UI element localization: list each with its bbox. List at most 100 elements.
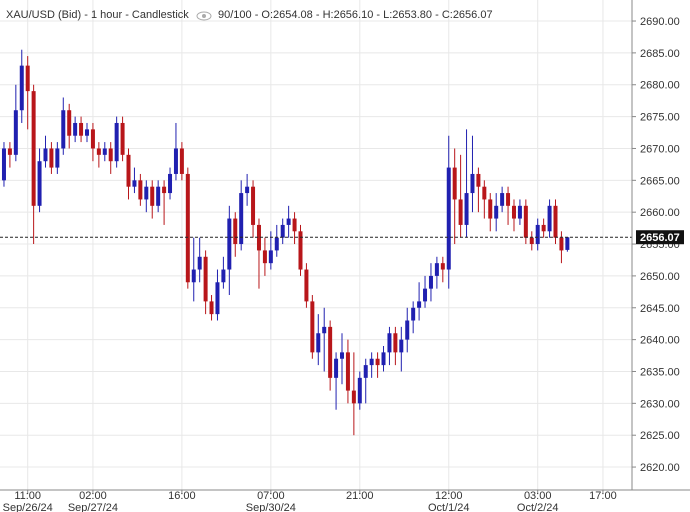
- candle-body: [417, 301, 422, 308]
- candle-body: [156, 186, 161, 206]
- candle-body: [227, 218, 232, 270]
- candle-body: [316, 333, 321, 353]
- candle-body: [120, 122, 125, 155]
- y-tick-label: 2665.00: [640, 175, 680, 187]
- candle-body: [132, 180, 137, 187]
- candle-body: [233, 218, 238, 245]
- candle-body: [203, 256, 208, 302]
- candle-body: [7, 148, 12, 155]
- candle-body: [547, 205, 552, 232]
- candle-body: [440, 263, 445, 270]
- candle-body: [67, 110, 72, 136]
- candle-body: [345, 352, 350, 391]
- candle-body: [162, 186, 167, 194]
- candle-body: [452, 167, 457, 200]
- candle-body: [262, 250, 267, 264]
- candle-body: [523, 205, 528, 238]
- candle-body: [209, 301, 214, 315]
- candle-body: [49, 148, 54, 168]
- y-tick-label: 2680.00: [640, 80, 680, 92]
- candle-body: [423, 288, 428, 302]
- candle-body: [1, 148, 6, 181]
- candle-body: [393, 333, 398, 353]
- y-tick-label: 2640.00: [640, 335, 680, 347]
- candle-body: [304, 269, 309, 302]
- candle-body: [90, 129, 95, 149]
- last-price-box: [636, 230, 684, 245]
- chart-title: XAU/USD (Bid) - 1 hour - Candlestick: [6, 9, 189, 21]
- candle-body: [399, 339, 404, 353]
- candle-body: [84, 129, 89, 136]
- candle-body: [363, 365, 368, 378]
- candle-body: [292, 218, 297, 232]
- candle-body: [268, 250, 273, 264]
- x-tick-label: 21:00: [346, 490, 374, 502]
- candle-body: [239, 193, 244, 245]
- candle-body: [322, 326, 327, 334]
- candle-body: [405, 320, 410, 340]
- candle-body: [13, 110, 18, 155]
- candle-body: [179, 148, 184, 174]
- candle-body: [126, 154, 131, 187]
- candle-body: [328, 326, 333, 378]
- candle-body: [256, 224, 261, 251]
- candle-body: [369, 358, 374, 366]
- candle-body: [565, 237, 570, 250]
- candle-body: [73, 122, 78, 136]
- candle-body: [245, 186, 250, 194]
- y-tick-label: 2675.00: [640, 112, 680, 124]
- candle-body: [482, 186, 487, 200]
- candle-body: [150, 186, 155, 206]
- candle-body: [529, 237, 534, 245]
- candle-body: [197, 256, 202, 270]
- candle-body: [108, 148, 113, 162]
- candle-body: [191, 269, 196, 283]
- candle-body: [351, 390, 356, 404]
- y-tick-label: 2650.00: [640, 271, 680, 283]
- candle-body: [43, 148, 48, 162]
- candle-body: [280, 224, 285, 238]
- axes-labels: 2620.00 2625.00 2630.00 2635.00 2640.00 2645.…: [3, 16, 684, 512]
- candle-body: [381, 352, 386, 366]
- candle-body: [387, 333, 392, 353]
- candle-body: [55, 148, 60, 168]
- candle-body: [61, 110, 66, 149]
- candle-body: [274, 237, 279, 251]
- candle-body: [411, 307, 416, 321]
- candle-body: [185, 173, 190, 283]
- candle-body: [168, 173, 173, 194]
- candle-body: [102, 148, 107, 155]
- candle-body: [434, 263, 439, 276]
- candle-body: [334, 358, 339, 378]
- y-tick-label: 2645.00: [640, 303, 680, 315]
- candle-body: [96, 148, 101, 155]
- candle-body: [25, 65, 30, 92]
- x-tick-label: 03:00 Oct/2/24: [517, 490, 559, 512]
- candle-body: [286, 218, 291, 225]
- candle-body: [506, 193, 511, 206]
- candle-body: [357, 377, 362, 404]
- eye-icon: [196, 11, 212, 21]
- candle-body: [470, 173, 475, 194]
- candle-body: [114, 122, 119, 162]
- candle-body: [310, 301, 315, 353]
- candle-body: [500, 193, 505, 206]
- y-tick-label: 2670.00: [640, 143, 680, 155]
- candle-body: [37, 161, 42, 206]
- candle-body: [553, 205, 558, 238]
- candle-body: [488, 199, 493, 219]
- candle-body: [251, 186, 256, 225]
- candle-body: [458, 199, 463, 225]
- candle-body: [559, 237, 564, 251]
- candle-body: [511, 205, 516, 219]
- y-tick-label: 2620.00: [640, 462, 680, 474]
- candle-body: [375, 358, 380, 366]
- candle-body: [19, 65, 24, 111]
- y-tick-label: 2660.00: [640, 207, 680, 219]
- y-tick-label: 2625.00: [640, 430, 680, 442]
- chart-subtitle: 90/100 - O:2654.08 - H:2656.10 - L:2653.…: [218, 9, 493, 21]
- candle-body: [340, 352, 345, 359]
- candle-body: [173, 148, 178, 174]
